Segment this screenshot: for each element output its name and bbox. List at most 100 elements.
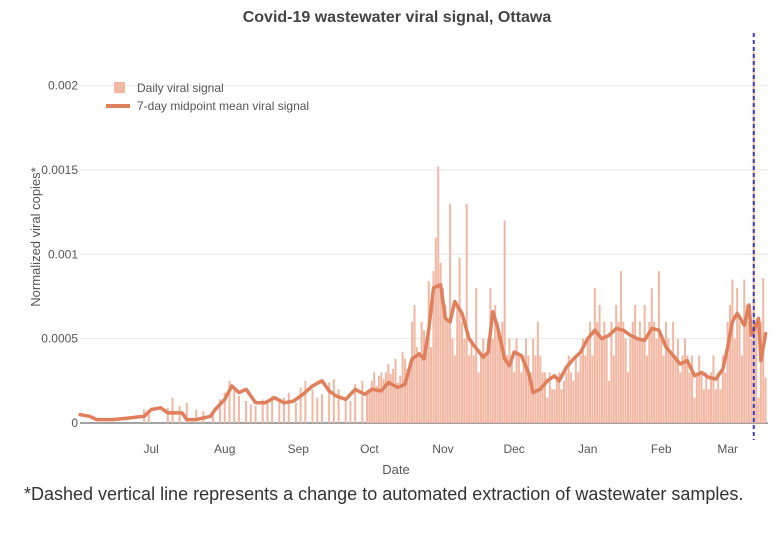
x-axis-ticks: Jul Aug Sep Oct Nov Dec Jan Feb Mar xyxy=(144,442,739,456)
daily-bar xyxy=(432,271,435,423)
x-tick-label: Feb xyxy=(651,442,672,456)
daily-bar xyxy=(503,220,506,423)
x-tick-label: Sep xyxy=(288,442,310,456)
daily-bar xyxy=(688,372,691,423)
daily-bar xyxy=(589,321,592,423)
daily-bar xyxy=(536,321,539,423)
daily-bar xyxy=(572,380,575,423)
daily-bar xyxy=(354,384,357,423)
daily-bar xyxy=(368,389,371,423)
daily-bar xyxy=(147,412,150,423)
daily-bar xyxy=(375,385,378,423)
daily-bar xyxy=(527,355,530,423)
daily-bar xyxy=(373,372,376,423)
daily-bar xyxy=(446,321,449,423)
daily-bar xyxy=(517,355,520,423)
daily-bar xyxy=(750,338,753,423)
daily-bar xyxy=(415,347,418,423)
daily-bar xyxy=(721,355,724,423)
x-tick-label: Jul xyxy=(144,442,159,456)
daily-bar xyxy=(411,321,414,423)
daily-bar xyxy=(641,338,644,423)
x-tick-label: Mar xyxy=(717,442,738,456)
daily-bar xyxy=(496,321,499,423)
daily-bar xyxy=(634,304,637,423)
daily-bar xyxy=(211,414,214,423)
daily-bar xyxy=(695,372,698,423)
daily-bar xyxy=(441,288,444,423)
daily-bar xyxy=(171,397,174,423)
daily-bar xyxy=(712,355,715,423)
daily-bar xyxy=(657,271,660,423)
daily-bar xyxy=(710,372,713,423)
daily-bar xyxy=(195,409,198,423)
daily-bar xyxy=(543,372,547,423)
daily-bar xyxy=(266,402,269,423)
x-tick-label: Aug xyxy=(214,442,235,456)
x-axis-title: Date xyxy=(382,462,409,477)
daily-bar xyxy=(655,338,658,423)
daily-bar xyxy=(622,321,625,423)
y-axis-title: Normalized viral copies* xyxy=(28,167,43,306)
daily-bar xyxy=(645,355,649,423)
daily-bar xyxy=(287,392,290,423)
daily-bar xyxy=(515,338,518,423)
daily-bar xyxy=(686,355,689,423)
daily-bar xyxy=(643,304,646,423)
daily-bar xyxy=(422,330,426,423)
daily-bar xyxy=(591,355,594,423)
daily-bar xyxy=(389,374,392,423)
y-tick-label: 0.002 xyxy=(48,79,78,93)
daily-bar xyxy=(434,237,437,423)
daily-bar xyxy=(570,372,573,423)
daily-bar xyxy=(555,380,558,423)
daily-bar xyxy=(501,321,504,423)
daily-bar xyxy=(425,338,428,423)
daily-bar xyxy=(707,389,710,423)
x-tick-label: Jan xyxy=(578,442,597,456)
daily-bar xyxy=(484,355,487,423)
daily-bar xyxy=(608,380,611,423)
daily-bar xyxy=(638,321,641,423)
daily-bar xyxy=(541,372,544,423)
daily-bar xyxy=(468,355,471,423)
daily-bar xyxy=(567,355,570,423)
daily-bar xyxy=(470,338,473,423)
daily-bar xyxy=(660,338,663,423)
daily-bar xyxy=(729,304,732,423)
daily-bar xyxy=(553,389,556,423)
daily-bar xyxy=(385,372,388,423)
daily-bar xyxy=(740,355,743,423)
chart: Covid-19 wastewater viral signal, Ottawa… xyxy=(28,9,768,477)
daily-bar xyxy=(759,321,762,423)
daily-bar xyxy=(463,338,466,423)
daily-bar xyxy=(465,203,468,423)
daily-bar xyxy=(529,372,532,423)
daily-bar xyxy=(532,338,535,423)
daily-bar xyxy=(674,355,677,423)
y-axis-ticks: 0 0.0005 0.001 0.0015 0.002 xyxy=(41,79,78,430)
daily-bar xyxy=(361,380,364,423)
daily-bar xyxy=(460,321,463,423)
daily-bar xyxy=(596,321,599,423)
daily-bar xyxy=(619,271,622,423)
daily-bar xyxy=(491,338,494,423)
daily-bar xyxy=(714,389,717,423)
x-tick-label: Oct xyxy=(360,442,379,456)
daily-bar xyxy=(477,372,480,423)
daily-bar xyxy=(494,304,497,423)
daily-bar xyxy=(437,166,440,423)
legend-bar-swatch xyxy=(114,82,125,93)
daily-bar xyxy=(408,362,411,423)
daily-bar xyxy=(731,279,734,423)
daily-bar xyxy=(510,355,513,423)
daily-bars xyxy=(143,51,767,423)
daily-bar xyxy=(650,288,653,423)
daily-bar xyxy=(736,288,739,423)
daily-bar xyxy=(420,321,423,423)
daily-bar xyxy=(672,321,675,423)
daily-bar xyxy=(418,352,421,423)
daily-bar xyxy=(401,352,404,423)
mean-line-layer xyxy=(78,282,768,422)
daily-bar xyxy=(304,380,307,423)
